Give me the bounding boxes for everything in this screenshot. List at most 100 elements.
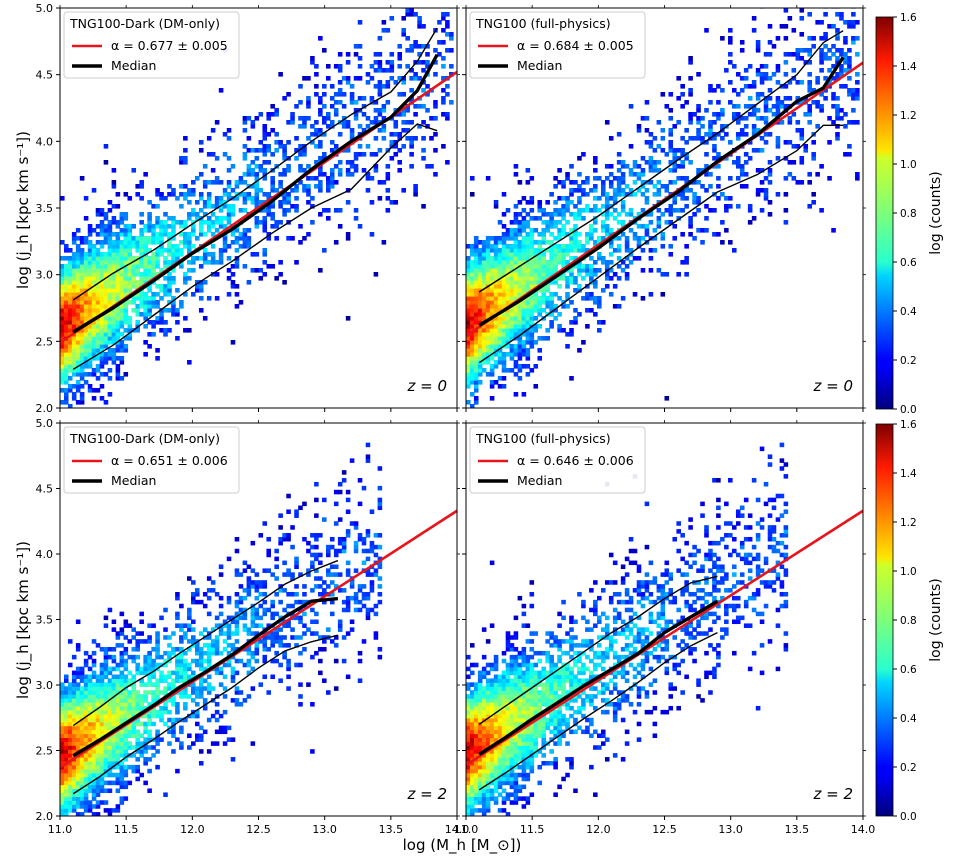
density-cell xyxy=(175,320,180,325)
density-cell xyxy=(322,172,327,177)
density-cell xyxy=(103,694,109,699)
density-cell xyxy=(163,276,168,281)
density-cell xyxy=(143,682,148,687)
density-cell xyxy=(322,92,327,97)
density-cell xyxy=(103,280,109,285)
density-cell xyxy=(429,164,434,169)
density-cell xyxy=(577,212,582,217)
density-cell xyxy=(505,280,511,285)
density-cell xyxy=(573,204,578,209)
density-cell xyxy=(266,144,272,149)
density-cell xyxy=(525,236,531,241)
density-cell xyxy=(91,682,97,687)
density-cell xyxy=(179,300,184,305)
density-cell xyxy=(83,650,89,656)
density-cell xyxy=(525,364,531,369)
density-cell xyxy=(521,292,527,297)
density-cell xyxy=(60,729,65,735)
density-cell xyxy=(234,264,240,269)
density-cell xyxy=(63,392,69,397)
density-cell xyxy=(672,196,678,201)
density-cell xyxy=(99,717,105,723)
density-cell xyxy=(712,156,717,161)
density-cell xyxy=(79,698,85,703)
density-cell xyxy=(529,200,535,205)
density-cell xyxy=(763,52,769,57)
density-cell xyxy=(139,698,144,703)
density-cell xyxy=(469,364,475,369)
density-cell xyxy=(179,690,184,695)
density-cell xyxy=(672,148,678,153)
density-cell xyxy=(620,220,626,225)
density-cell xyxy=(222,236,228,241)
density-cell xyxy=(115,682,121,687)
density-cell xyxy=(481,272,487,277)
density-cell xyxy=(210,212,216,217)
density-cell xyxy=(632,292,638,297)
density-cell xyxy=(485,272,491,277)
density-cell xyxy=(298,662,303,668)
density-cell xyxy=(489,284,495,289)
density-cell xyxy=(620,176,626,181)
density-cell xyxy=(481,288,487,293)
density-cell xyxy=(87,244,93,249)
density-cell xyxy=(541,260,546,265)
density-cell xyxy=(759,76,765,81)
density-cell xyxy=(111,324,117,329)
density-cell xyxy=(513,240,519,245)
density-cell xyxy=(493,308,499,313)
density-cell xyxy=(63,698,69,703)
density-cell xyxy=(278,220,283,225)
density-cell xyxy=(485,264,491,269)
density-cell xyxy=(214,260,220,265)
density-cell xyxy=(286,658,291,664)
density-cell xyxy=(71,384,77,389)
density-cell xyxy=(589,228,594,233)
density-cell xyxy=(234,192,240,197)
density-cell xyxy=(250,666,256,672)
density-cell xyxy=(242,116,248,121)
density-cell xyxy=(521,276,527,281)
density-cell xyxy=(521,348,527,353)
density-cell xyxy=(466,304,471,309)
density-cell xyxy=(67,340,73,345)
density-cell xyxy=(684,256,689,261)
density-cell xyxy=(246,576,252,581)
density-cell xyxy=(843,36,848,41)
density-cell xyxy=(855,52,860,57)
density-cell xyxy=(266,192,272,197)
density-cell xyxy=(242,172,248,177)
density-cell xyxy=(147,682,152,687)
density-cell xyxy=(139,232,144,237)
density-cell xyxy=(477,372,483,377)
density-cell xyxy=(99,264,105,269)
density-cell xyxy=(509,332,515,337)
density-cell xyxy=(63,804,69,809)
density-cell xyxy=(557,312,562,317)
density-cell xyxy=(739,132,745,137)
density-cell xyxy=(497,280,503,285)
density-cell xyxy=(214,272,220,277)
density-cell xyxy=(353,208,359,213)
density-cell xyxy=(497,340,503,345)
density-cell xyxy=(95,296,101,301)
density-cell xyxy=(183,670,188,676)
density-cell xyxy=(167,717,172,723)
density-cell xyxy=(847,152,852,157)
density-cell xyxy=(565,284,570,289)
density-cell xyxy=(91,256,97,261)
density-cell xyxy=(131,686,137,691)
density-cell xyxy=(226,556,232,562)
density-cell xyxy=(79,702,85,707)
density-cell xyxy=(79,316,85,321)
density-cell xyxy=(497,324,503,329)
density-cell xyxy=(696,200,701,205)
density-cell xyxy=(333,92,339,97)
density-cell xyxy=(298,148,303,153)
density-cell xyxy=(143,236,148,241)
density-cell xyxy=(585,272,590,277)
density-cell xyxy=(127,252,133,257)
density-cell xyxy=(67,344,73,349)
density-cell xyxy=(282,96,287,101)
density-cell xyxy=(278,643,283,648)
